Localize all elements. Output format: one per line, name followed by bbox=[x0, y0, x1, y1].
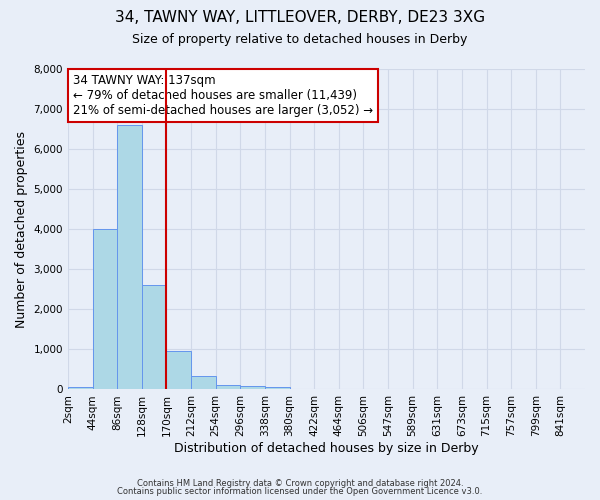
Bar bbox=[92, 229, 117, 390]
Bar bbox=[142, 286, 166, 390]
Bar bbox=[166, 352, 191, 390]
Text: Size of property relative to detached houses in Derby: Size of property relative to detached ho… bbox=[133, 32, 467, 46]
Bar bbox=[68, 388, 92, 390]
Y-axis label: Number of detached properties: Number of detached properties bbox=[15, 130, 28, 328]
Bar bbox=[240, 386, 265, 390]
Bar bbox=[265, 388, 290, 390]
Bar bbox=[215, 384, 240, 390]
Text: 34, TAWNY WAY, LITTLEOVER, DERBY, DE23 3XG: 34, TAWNY WAY, LITTLEOVER, DERBY, DE23 3… bbox=[115, 10, 485, 25]
Bar bbox=[117, 125, 142, 390]
Text: Contains HM Land Registry data © Crown copyright and database right 2024.: Contains HM Land Registry data © Crown c… bbox=[137, 478, 463, 488]
Text: Contains public sector information licensed under the Open Government Licence v3: Contains public sector information licen… bbox=[118, 487, 482, 496]
X-axis label: Distribution of detached houses by size in Derby: Distribution of detached houses by size … bbox=[174, 442, 479, 455]
Text: 34 TAWNY WAY: 137sqm
← 79% of detached houses are smaller (11,439)
21% of semi-d: 34 TAWNY WAY: 137sqm ← 79% of detached h… bbox=[73, 74, 373, 117]
Bar bbox=[191, 376, 215, 390]
